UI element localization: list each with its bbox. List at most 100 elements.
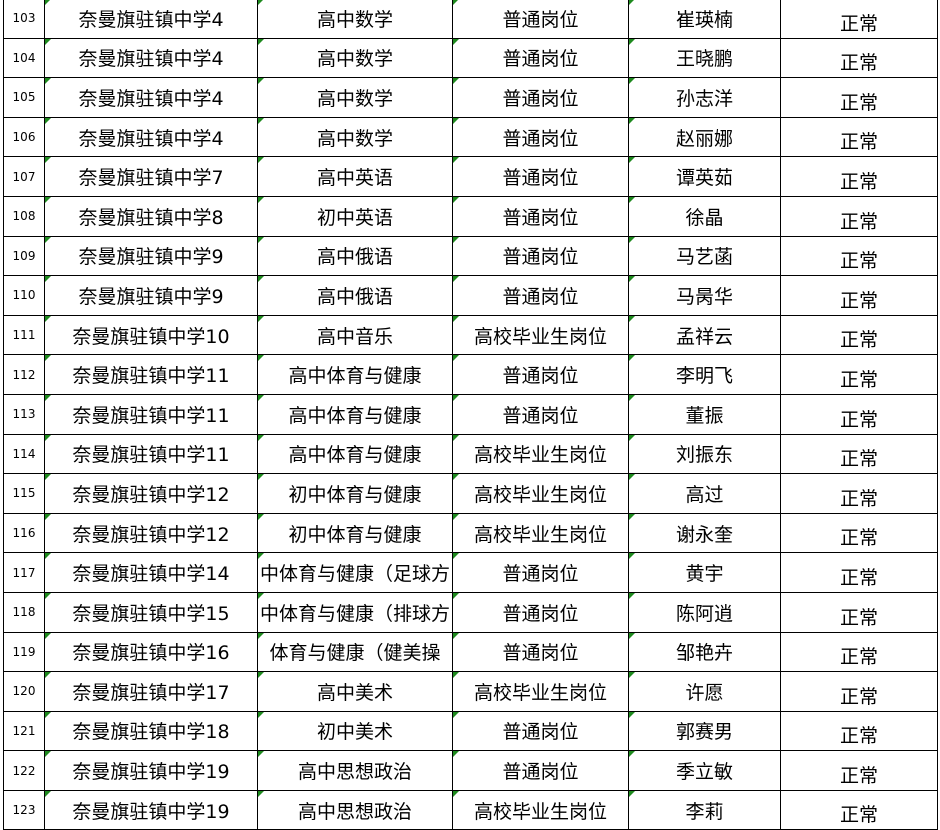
subject: 高中英语: [257, 156, 453, 197]
subject: 高中体育与健康: [257, 393, 453, 435]
table-row: 113 奈曼旗驻镇中学11 高中体育与健康 普通岗位 董振 正常: [3, 393, 938, 435]
school: 奈曼旗驻镇中学16: [44, 631, 258, 673]
status: 正常: [780, 235, 938, 277]
table-row: 114 奈曼旗驻镇中学11 高中体育与健康 高校毕业生岗位 刘振东 正常: [3, 433, 938, 475]
position-type: 普通岗位: [452, 591, 629, 633]
row-number: 119: [3, 631, 45, 673]
position-type: 高校毕业生岗位: [452, 314, 629, 356]
subject: 初中英语: [257, 195, 453, 237]
row-number: 103: [3, 0, 45, 39]
subject: 中体育与健康（足球方: [257, 552, 453, 593]
table-row: 117 奈曼旗驻镇中学14 中体育与健康（足球方 普通岗位 黄宇 正常: [3, 552, 938, 593]
person-name: 孟祥云: [628, 314, 781, 356]
row-number: 123: [3, 789, 45, 830]
subject: 初中体育与健康: [257, 473, 453, 514]
person-name: 赵丽娜: [628, 116, 781, 158]
status: 正常: [780, 314, 938, 356]
person-name: 郭赛男: [628, 710, 781, 752]
table-row: 115 奈曼旗驻镇中学12 初中体育与健康 高校毕业生岗位 高过 正常: [3, 473, 938, 514]
person-name: 刘振东: [628, 433, 781, 475]
row-number: 107: [3, 156, 45, 197]
subject: 高中俄语: [257, 235, 453, 277]
table-row: 123 奈曼旗驻镇中学19 高中思想政治 高校毕业生岗位 李莉 正常: [3, 789, 938, 830]
status: 正常: [780, 77, 938, 118]
person-name: 马艺菡: [628, 235, 781, 277]
row-number: 113: [3, 393, 45, 435]
table-row: 104 奈曼旗驻镇中学4 高中数学 普通岗位 王晓鹏 正常: [3, 37, 938, 79]
status: 正常: [780, 116, 938, 158]
school: 奈曼旗驻镇中学19: [44, 789, 258, 830]
school: 奈曼旗驻镇中学4: [44, 77, 258, 118]
table-row: 119 奈曼旗驻镇中学16 体育与健康（健美操 普通岗位 邹艳卉 正常: [3, 631, 938, 673]
position-type: 普通岗位: [452, 37, 629, 79]
table-row: 112 奈曼旗驻镇中学11 高中体育与健康 普通岗位 李明飞 正常: [3, 354, 938, 395]
person-name: 董振: [628, 393, 781, 435]
status: 正常: [780, 473, 938, 514]
subject: 高中体育与健康: [257, 354, 453, 395]
row-number: 118: [3, 591, 45, 633]
school: 奈曼旗驻镇中学4: [44, 37, 258, 79]
status: 正常: [780, 275, 938, 316]
school: 奈曼旗驻镇中学4: [44, 0, 258, 39]
person-name: 崔瑛楠: [628, 0, 781, 39]
school: 奈曼旗驻镇中学10: [44, 314, 258, 356]
person-name: 许愿: [628, 671, 781, 712]
school: 奈曼旗驻镇中学14: [44, 552, 258, 593]
school: 奈曼旗驻镇中学7: [44, 156, 258, 197]
status: 正常: [780, 710, 938, 752]
subject: 体育与健康（健美操: [257, 631, 453, 673]
status: 正常: [780, 671, 938, 712]
subject: 高中美术: [257, 671, 453, 712]
position-type: 普通岗位: [452, 0, 629, 39]
school: 奈曼旗驻镇中学12: [44, 512, 258, 554]
school: 奈曼旗驻镇中学8: [44, 195, 258, 237]
status: 正常: [780, 512, 938, 554]
position-type: 高校毕业生岗位: [452, 789, 629, 830]
person-name: 李明飞: [628, 354, 781, 395]
data-table: 103 奈曼旗驻镇中学4 高中数学 普通岗位 崔瑛楠 正常 104 奈曼旗驻镇中学4 高中数学普…: [3, 0, 938, 830]
table-row: 106 奈曼旗驻镇中学4 高中数学 普通岗位 赵丽娜 正常: [3, 116, 938, 158]
subject: 高中思想政治: [257, 789, 453, 830]
position-type: 普通岗位: [452, 552, 629, 593]
row-number: 112: [3, 354, 45, 395]
position-type: 高校毕业生岗位: [452, 473, 629, 514]
person-name: 高过: [628, 473, 781, 514]
subject: 高中思想政治: [257, 750, 453, 791]
position-type: 高校毕业生岗位: [452, 512, 629, 554]
school: 奈曼旗驻镇中学11: [44, 354, 258, 395]
status: 正常: [780, 393, 938, 435]
school: 奈曼旗驻镇中学11: [44, 433, 258, 475]
table-row: 116 奈曼旗驻镇中学12 初中体育与健康 高校毕业生岗位 谢永奎 正常: [3, 512, 938, 554]
row-number: 122: [3, 750, 45, 791]
row-number: 106: [3, 116, 45, 158]
status: 正常: [780, 195, 938, 237]
subject: 中体育与健康（排球方: [257, 591, 453, 633]
table-row: 110 奈曼旗驻镇中学9 高中俄语 普通岗位 马昺华 正常: [3, 275, 938, 316]
row-number: 108: [3, 195, 45, 237]
school: 奈曼旗驻镇中学4: [44, 116, 258, 158]
subject: 初中美术: [257, 710, 453, 752]
status: 正常: [780, 552, 938, 593]
position-type: 普通岗位: [452, 77, 629, 118]
person-name: 王晓鹏: [628, 37, 781, 79]
subject: 高中音乐: [257, 314, 453, 356]
position-type: 普通岗位: [452, 710, 629, 752]
status: 正常: [780, 0, 938, 39]
status: 正常: [780, 37, 938, 79]
table-row: 111 奈曼旗驻镇中学10 高中音乐 高校毕业生岗位 孟祥云 正常: [3, 314, 938, 356]
subject: 高中俄语: [257, 275, 453, 316]
table-row: 103 奈曼旗驻镇中学4 高中数学 普通岗位 崔瑛楠 正常: [3, 0, 938, 39]
person-name: 谢永奎: [628, 512, 781, 554]
table-row: 118 奈曼旗驻镇中学15 中体育与健康（排球方 普通岗位 陈阿逍 正常: [3, 591, 938, 633]
position-type: 普通岗位: [452, 275, 629, 316]
table-row: 108 奈曼旗驻镇中学8 初中英语 普通岗位 徐晶 正常: [3, 195, 938, 237]
row-number: 116: [3, 512, 45, 554]
table-row: 120 奈曼旗驻镇中学17 高中美术 高校毕业生岗位 许愿 正常: [3, 671, 938, 712]
school: 奈曼旗驻镇中学9: [44, 275, 258, 316]
row-number: 117: [3, 552, 45, 593]
table-body: 103 奈曼旗驻镇中学4 高中数学 普通岗位 崔瑛楠 正常 104 奈曼旗驻镇中学4 高中数学普…: [3, 0, 938, 830]
row-number: 110: [3, 275, 45, 316]
school: 奈曼旗驻镇中学19: [44, 750, 258, 791]
subject: 初中体育与健康: [257, 512, 453, 554]
row-number: 115: [3, 473, 45, 514]
